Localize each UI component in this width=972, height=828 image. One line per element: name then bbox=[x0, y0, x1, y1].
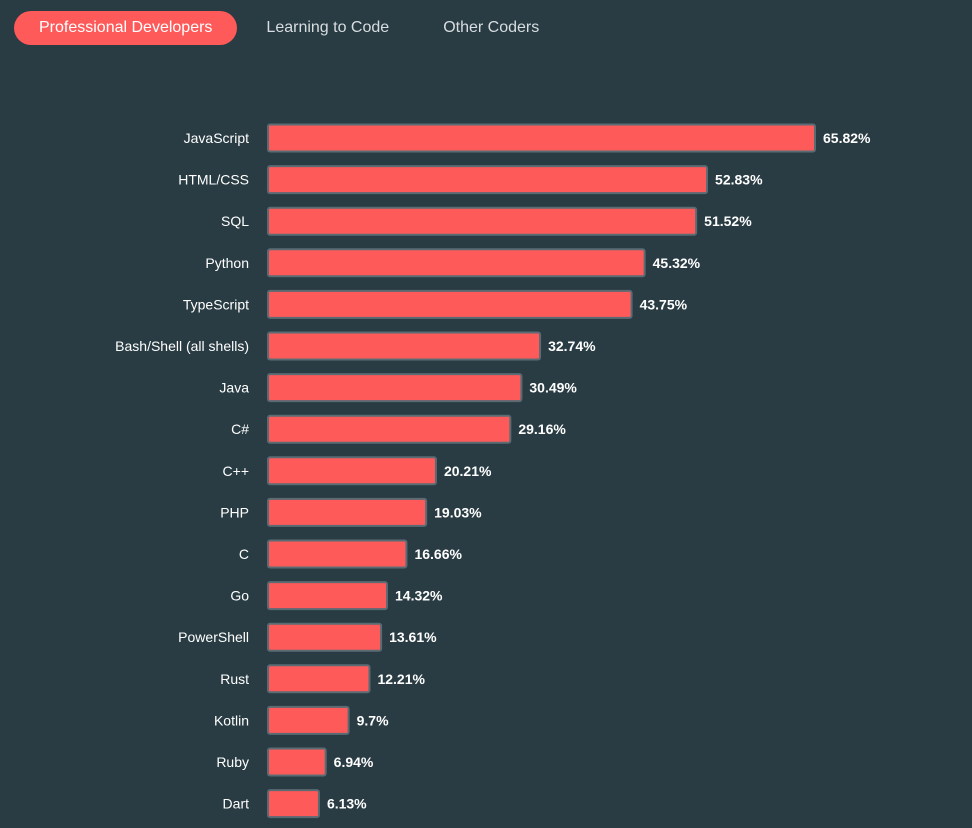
tab-other-coders[interactable]: Other Coders bbox=[443, 19, 540, 36]
category-label: Java bbox=[219, 380, 249, 396]
bar[interactable] bbox=[267, 373, 523, 403]
value-label: 52.83% bbox=[715, 172, 763, 188]
value-label: 16.66% bbox=[414, 546, 462, 562]
value-label: 30.49% bbox=[529, 380, 577, 396]
category-label: C bbox=[239, 546, 249, 562]
category-label: HTML/CSS bbox=[178, 172, 249, 188]
bar[interactable] bbox=[267, 414, 512, 444]
tab-learning-to-code[interactable]: Learning to Code bbox=[266, 19, 390, 36]
category-label: C# bbox=[231, 421, 249, 437]
tab-bar: Professional Developers Learning to Code… bbox=[14, 11, 568, 45]
bar[interactable] bbox=[267, 331, 542, 361]
category-label: C++ bbox=[223, 463, 249, 479]
bar[interactable] bbox=[267, 539, 408, 569]
tab-professional-developers[interactable]: Professional Developers bbox=[14, 11, 238, 45]
value-label: 12.21% bbox=[377, 671, 425, 687]
category-label: PowerShell bbox=[178, 629, 249, 645]
category-label: Go bbox=[230, 588, 249, 604]
value-label: 51.52% bbox=[704, 213, 752, 229]
bar[interactable] bbox=[267, 747, 327, 777]
value-label: 19.03% bbox=[434, 504, 482, 520]
value-label: 6.94% bbox=[334, 754, 374, 770]
bar[interactable] bbox=[267, 289, 633, 319]
bar[interactable] bbox=[267, 622, 383, 652]
category-label: Rust bbox=[220, 671, 249, 687]
value-label: 32.74% bbox=[548, 338, 596, 354]
bar[interactable] bbox=[267, 664, 371, 694]
bar[interactable] bbox=[267, 123, 816, 153]
bar[interactable] bbox=[267, 248, 646, 278]
value-label: 13.61% bbox=[389, 629, 437, 645]
value-label: 43.75% bbox=[640, 296, 688, 312]
bar[interactable] bbox=[267, 456, 437, 486]
value-label: 29.16% bbox=[518, 421, 566, 437]
bar[interactable] bbox=[267, 206, 698, 236]
value-label: 45.32% bbox=[653, 255, 701, 271]
category-label: PHP bbox=[220, 504, 249, 520]
value-label: 20.21% bbox=[444, 463, 492, 479]
category-label: TypeScript bbox=[183, 296, 249, 312]
category-label: SQL bbox=[221, 213, 249, 229]
value-label: 6.13% bbox=[327, 796, 367, 812]
category-label: Python bbox=[205, 255, 249, 271]
bar[interactable] bbox=[267, 705, 350, 735]
bar[interactable] bbox=[267, 581, 389, 611]
category-label: Kotlin bbox=[214, 712, 249, 728]
value-label: 14.32% bbox=[395, 588, 443, 604]
category-label: JavaScript bbox=[184, 130, 249, 146]
category-label: Dart bbox=[223, 796, 250, 812]
category-label: Ruby bbox=[216, 754, 249, 770]
bar[interactable] bbox=[267, 497, 428, 527]
category-label: Bash/Shell (all shells) bbox=[115, 338, 249, 354]
value-label: 65.82% bbox=[823, 130, 871, 146]
bar[interactable] bbox=[267, 789, 320, 819]
bar[interactable] bbox=[267, 165, 709, 195]
value-label: 9.7% bbox=[357, 712, 389, 728]
